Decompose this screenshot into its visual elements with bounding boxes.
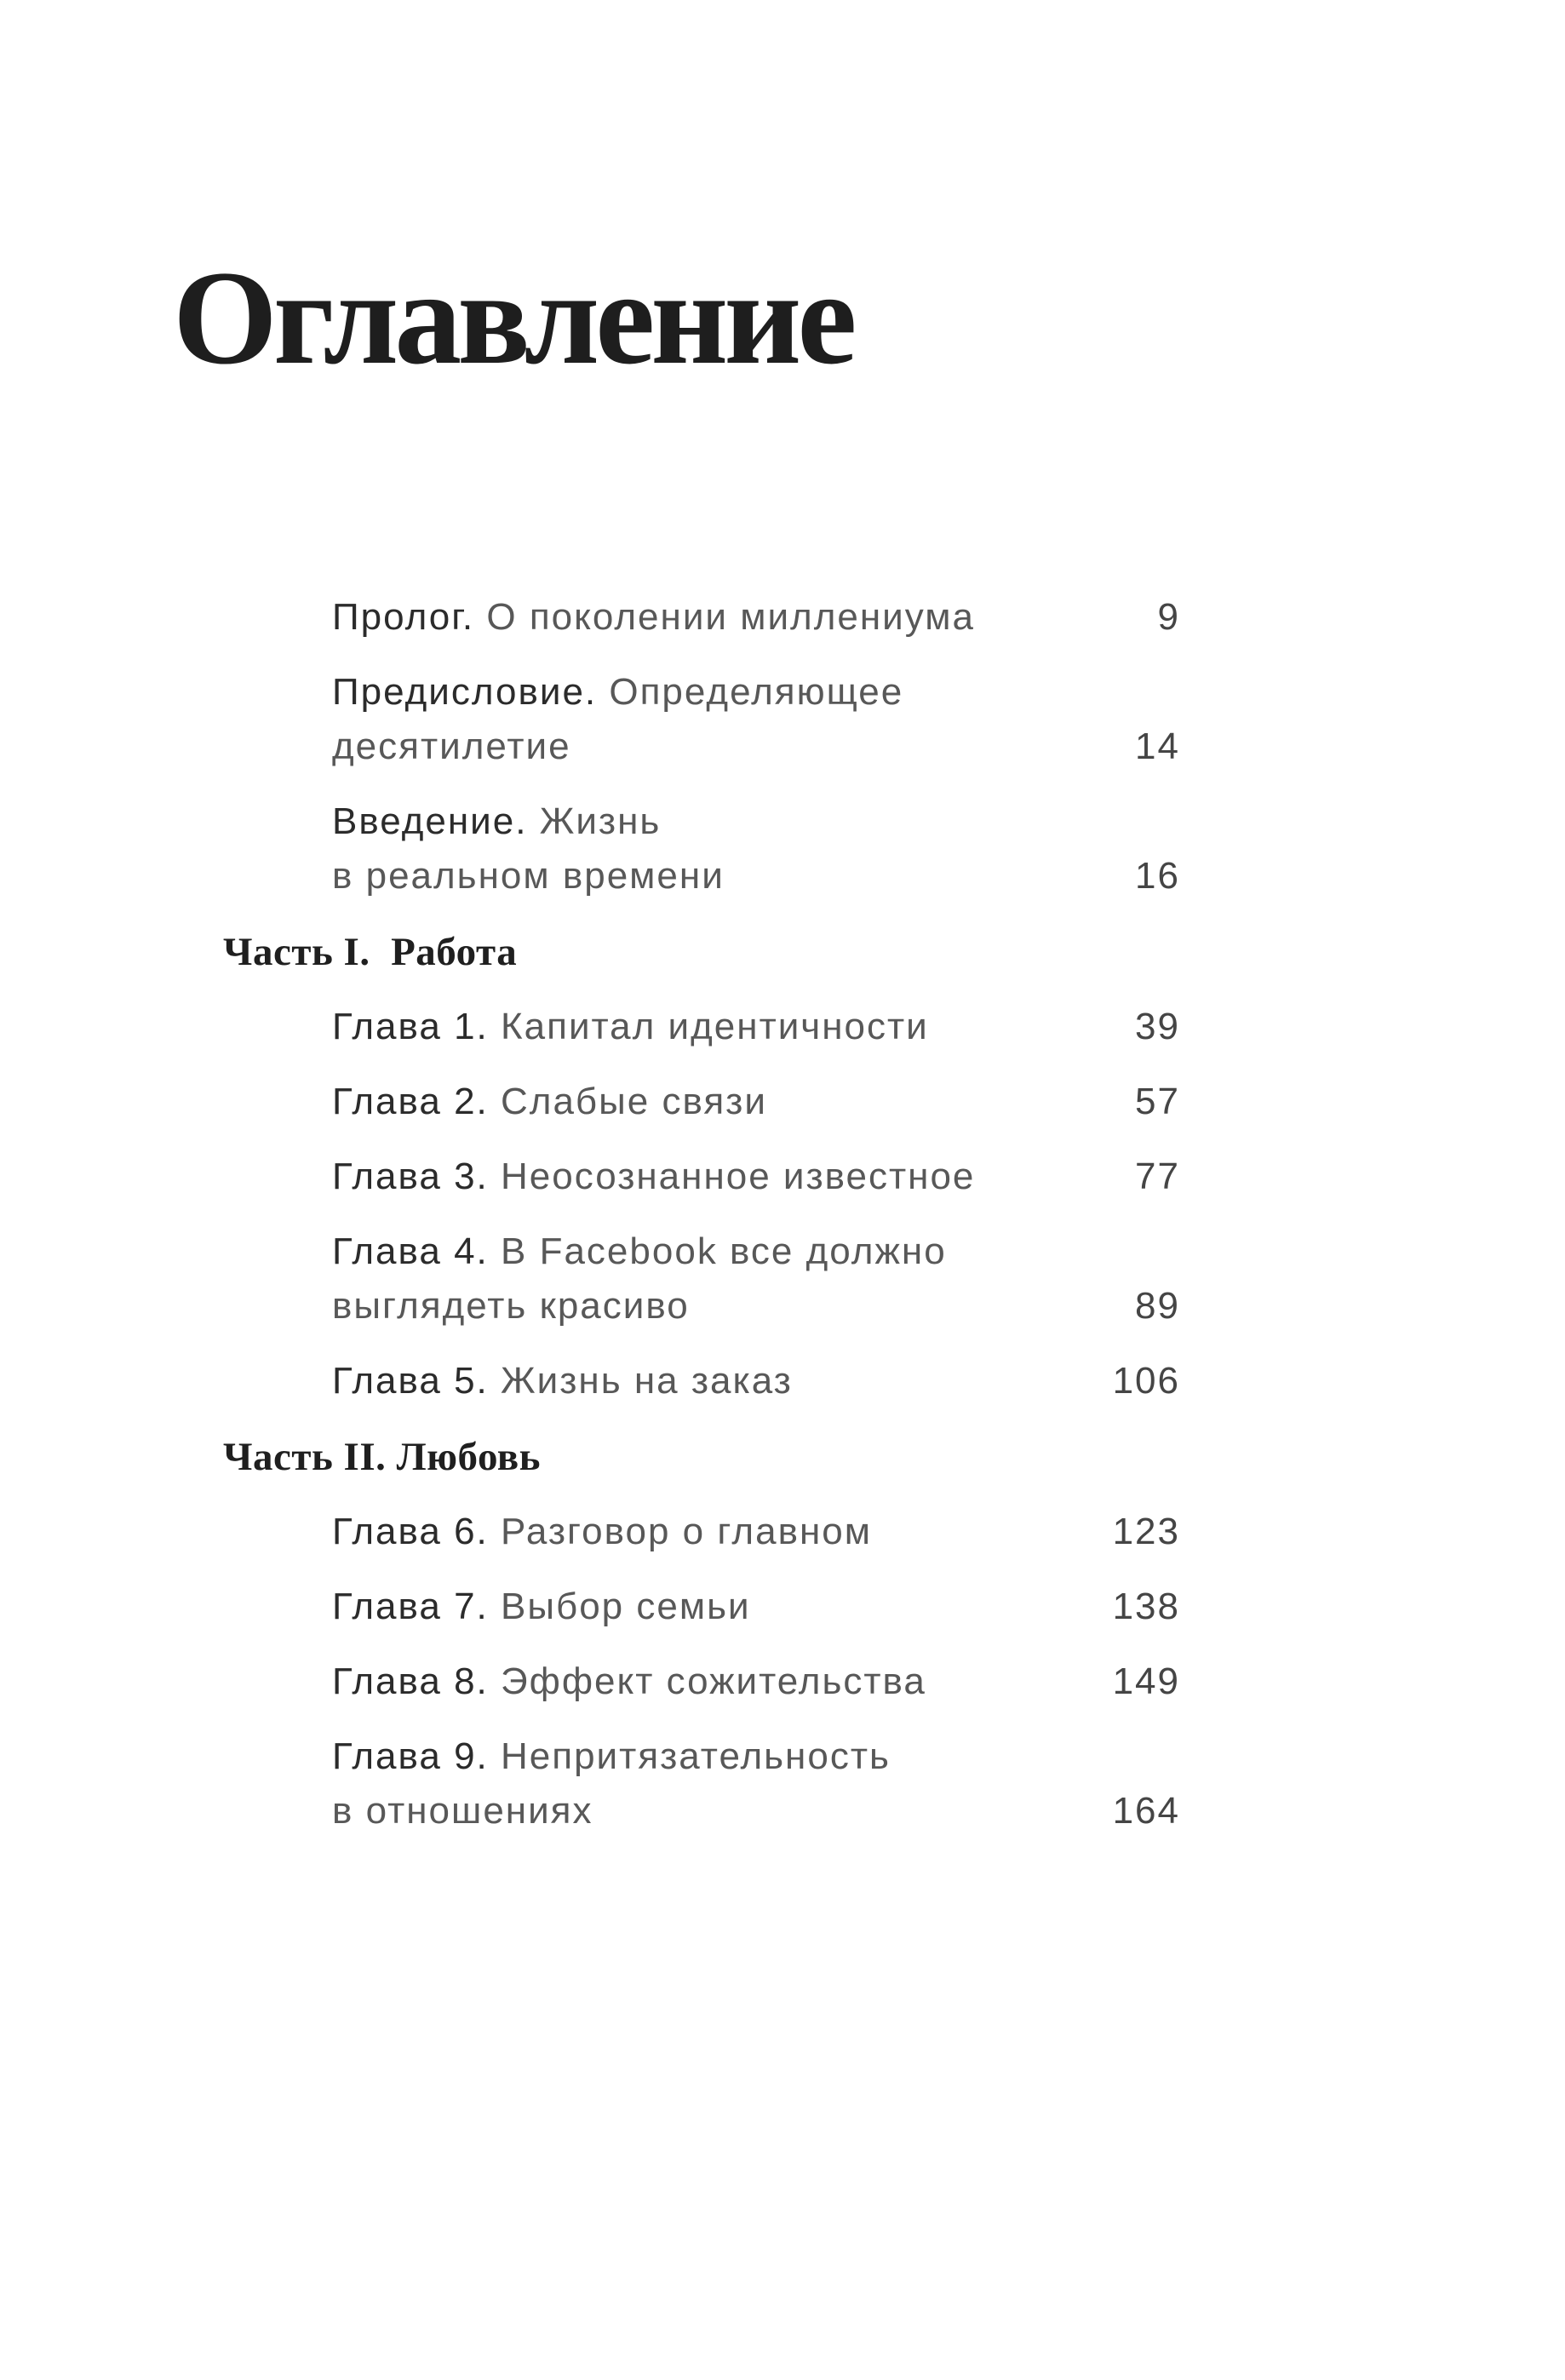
toc-entry-chapter-8: Глава 8. Эффект сожительства 149 xyxy=(332,1655,1180,1709)
entry-text: Глава 4. В Facebook все должно выглядеть… xyxy=(332,1224,947,1333)
entry-page-number: 138 xyxy=(1112,1586,1180,1627)
entry-title: Определяющее десятилетие xyxy=(332,671,904,767)
entry-title: Жизнь в реальном времени xyxy=(332,800,725,897)
entry-text: Введение. Жизнь в реальном времени xyxy=(332,794,725,903)
table-of-contents: Пролог. О поколении миллениума 9 Предисл… xyxy=(223,590,1180,1838)
toc-entry-chapter-1: Глава 1. Капитал идентичности 39 xyxy=(332,1000,1180,1054)
entry-label: Пролог. xyxy=(332,596,475,638)
entry-page-number: 77 xyxy=(1135,1156,1180,1197)
entry-title: В Facebook все должно выглядеть красиво xyxy=(332,1230,947,1327)
toc-entry-chapter-5: Глава 5. Жизнь на заказ 106 xyxy=(332,1354,1180,1408)
toc-entry-chapter-7: Глава 7. Выбор семьи 138 xyxy=(332,1580,1180,1634)
toc-entry-chapter-4: Глава 4. В Facebook все должно выглядеть… xyxy=(332,1224,1180,1333)
entry-page-number: 149 xyxy=(1112,1660,1180,1702)
entry-page-number: 9 xyxy=(1157,596,1180,638)
entry-label: Глава 7. xyxy=(332,1586,489,1627)
entry-page-number: 57 xyxy=(1135,1081,1180,1122)
entry-label: Глава 5. xyxy=(332,1360,489,1402)
entry-text: Глава 7. Выбор семьи xyxy=(332,1580,751,1634)
toc-entry-preface: Предисловие. Определяющее десятилетие 14 xyxy=(332,665,1180,774)
toc-entry-introduction: Введение. Жизнь в реальном времени 16 xyxy=(332,794,1180,903)
entry-label: Глава 1. xyxy=(332,1006,489,1047)
entry-text: Пролог. О поколении миллениума xyxy=(332,590,975,645)
entry-title: Эффект сожительства xyxy=(501,1660,926,1702)
toc-entry-chapter-3: Глава 3. Неосознанное известное 77 xyxy=(332,1150,1180,1204)
entry-label: Глава 4. xyxy=(332,1230,489,1272)
entry-text: Глава 6. Разговор о главном xyxy=(332,1505,872,1559)
entry-text: Глава 8. Эффект сожительства xyxy=(332,1655,926,1709)
part-heading-2: Часть II. Любовь xyxy=(223,1435,542,1479)
page-title: Оглавление xyxy=(173,244,857,393)
toc-entry-chapter-9: Глава 9. Непритязательность в отношениях… xyxy=(332,1729,1180,1838)
entry-title: Выбор семьи xyxy=(501,1586,751,1627)
toc-entry-prolog: Пролог. О поколении миллениума 9 xyxy=(332,590,1180,645)
entry-page-number: 123 xyxy=(1112,1511,1180,1552)
entry-page-number: 39 xyxy=(1135,1006,1180,1047)
entry-title: Разговор о главном xyxy=(501,1511,872,1552)
entry-label: Глава 6. xyxy=(332,1511,489,1552)
toc-entry-chapter-2: Глава 2. Слабые связи 57 xyxy=(332,1075,1180,1129)
entry-title: О поколении миллениума xyxy=(486,596,975,638)
entry-page-number: 89 xyxy=(1135,1285,1180,1327)
entry-page-number: 106 xyxy=(1112,1360,1180,1402)
part-heading-1: Часть I. Работа xyxy=(223,930,518,974)
entry-label: Глава 3. xyxy=(332,1156,489,1197)
entry-label: Введение. xyxy=(332,800,528,842)
entry-text: Глава 5. Жизнь на заказ xyxy=(332,1354,793,1408)
entry-title: Слабые связи xyxy=(501,1081,767,1122)
entry-text: Предисловие. Определяющее десятилетие xyxy=(332,665,903,774)
book-page: Оглавление Пролог. О поколении миллениум… xyxy=(0,251,1565,1838)
entry-text: Глава 1. Капитал идентичности xyxy=(332,1000,929,1054)
entry-page-number: 164 xyxy=(1112,1790,1180,1832)
entry-page-number: 14 xyxy=(1135,725,1180,767)
entry-title: Непритязательность в отношениях xyxy=(332,1735,891,1832)
entry-label: Глава 2. xyxy=(332,1081,489,1122)
entry-text: Глава 2. Слабые связи xyxy=(332,1075,767,1129)
entry-text: Глава 3. Неосознанное известное xyxy=(332,1150,975,1204)
entry-title: Жизнь на заказ xyxy=(501,1360,793,1402)
entry-label: Предисловие. xyxy=(332,671,598,713)
toc-entry-chapter-6: Глава 6. Разговор о главном 123 xyxy=(332,1505,1180,1559)
entry-text: Глава 9. Непритязательность в отношениях xyxy=(332,1729,891,1838)
entry-label: Глава 8. xyxy=(332,1660,489,1702)
entry-title: Капитал идентичности xyxy=(501,1006,929,1047)
entry-label: Глава 9. xyxy=(332,1735,489,1777)
entry-title: Неосознанное известное xyxy=(501,1156,976,1197)
entry-page-number: 16 xyxy=(1135,855,1180,897)
